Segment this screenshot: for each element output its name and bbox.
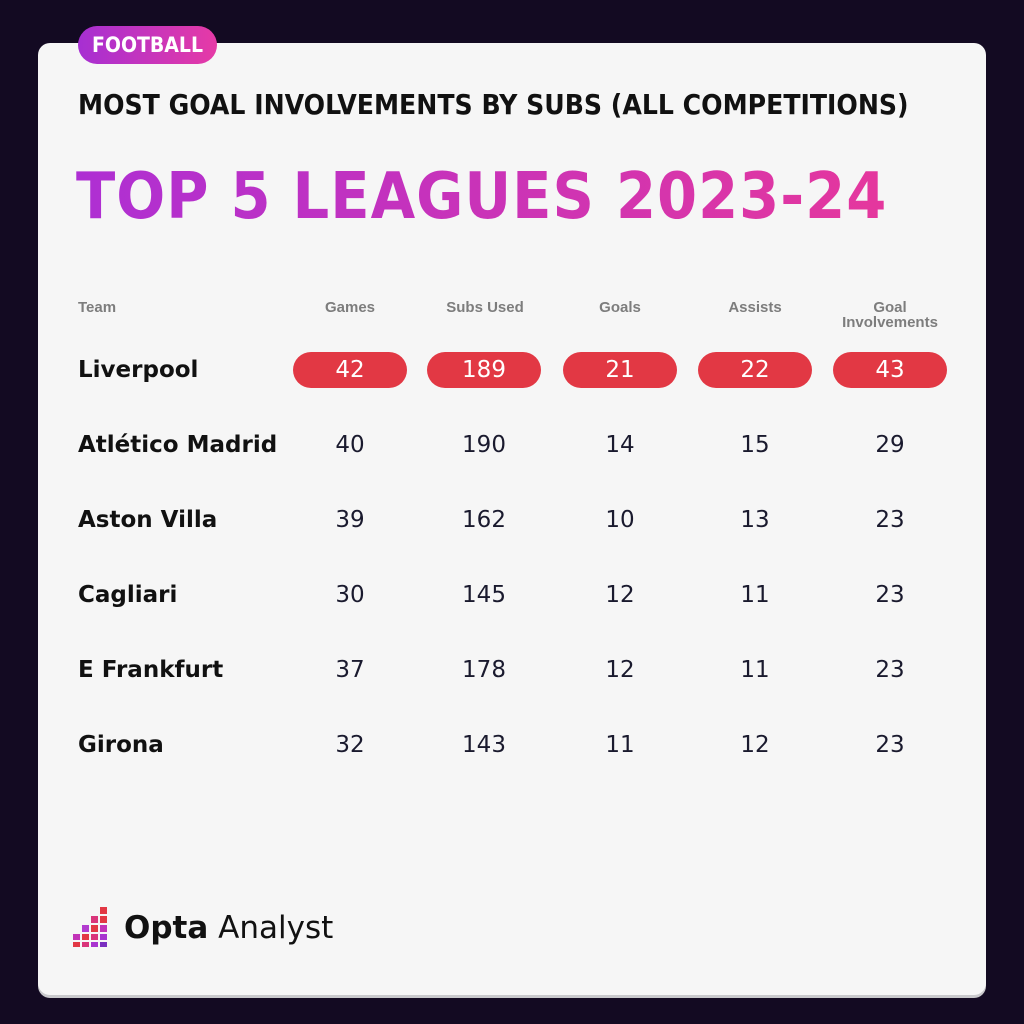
table-row: Cagliari 30 145 12 11 23: [0, 575, 1024, 615]
team-name: Cagliari: [78, 582, 178, 608]
opta-logo-icon: [73, 907, 107, 947]
cell-assists: 13: [740, 507, 770, 533]
infographic-card: [38, 43, 986, 995]
cell-goal-involvements: 43: [833, 352, 947, 388]
cell-goals: 11: [605, 732, 635, 758]
cell-games: 32: [335, 732, 365, 758]
brand-name: Opta Analyst: [124, 908, 333, 948]
brand-name-regular: Analyst: [218, 910, 334, 946]
table-row: E Frankfurt 37 178 12 11 23: [0, 650, 1024, 690]
cell-assists: 15: [740, 432, 770, 458]
table-row: Atlético Madrid 40 190 14 15 29: [0, 425, 1024, 465]
cell-subs-used: 145: [462, 582, 506, 608]
column-header-goal-involvements: Goal Involvements: [842, 299, 938, 331]
cell-goal-involvements: 23: [875, 507, 905, 533]
cell-subs-used: 189: [427, 352, 541, 388]
table-row: Aston Villa 39 162 10 13 23: [0, 500, 1024, 540]
column-header-games: Games: [324, 299, 376, 316]
cell-goals: 12: [605, 657, 635, 683]
chart-title: TOP 5 LEAGUES 2023-24: [76, 160, 888, 234]
column-header-assists: Assists: [728, 299, 782, 316]
team-name: Aston Villa: [78, 507, 218, 533]
column-header-goals: Goals: [599, 299, 641, 316]
table-row: Girona 32 143 11 12 23: [0, 725, 1024, 765]
cell-goals: 10: [605, 507, 635, 533]
cell-goal-involvements: 23: [875, 732, 905, 758]
cell-assists: 11: [740, 582, 770, 608]
cell-games: 40: [335, 432, 365, 458]
cell-goal-involvements: 23: [875, 657, 905, 683]
team-name: E Frankfurt: [78, 657, 224, 683]
cell-goal-involvements: 29: [875, 432, 905, 458]
column-header-subs-used: Subs Used: [446, 299, 524, 316]
cell-subs-used: 162: [462, 507, 506, 533]
cell-subs-used: 178: [462, 657, 506, 683]
brand-name-bold: Opta: [124, 910, 209, 946]
cell-subs-used: 143: [462, 732, 506, 758]
cell-games: 39: [335, 507, 365, 533]
chart-subtitle: MOST GOAL INVOLVEMENTS BY SUBS (ALL COMP…: [78, 88, 909, 121]
cell-assists: 11: [740, 657, 770, 683]
table-row: Liverpool 42 189 21 22 43: [0, 350, 1024, 390]
cell-games: 30: [335, 582, 365, 608]
cell-goal-involvements: 23: [875, 582, 905, 608]
column-header-team: Team: [78, 299, 117, 316]
team-name: Girona: [78, 732, 164, 758]
cell-goals: 12: [605, 582, 635, 608]
cell-assists: 12: [740, 732, 770, 758]
cell-goals: 14: [605, 432, 635, 458]
cell-games: 42: [293, 352, 407, 388]
category-tag: FOOTBALL: [78, 26, 218, 64]
cell-games: 37: [335, 657, 365, 683]
cell-subs-used: 190: [462, 432, 506, 458]
team-name: Liverpool: [78, 357, 199, 383]
cell-goals: 21: [563, 352, 677, 388]
cell-assists: 22: [698, 352, 812, 388]
team-name: Atlético Madrid: [78, 432, 278, 458]
